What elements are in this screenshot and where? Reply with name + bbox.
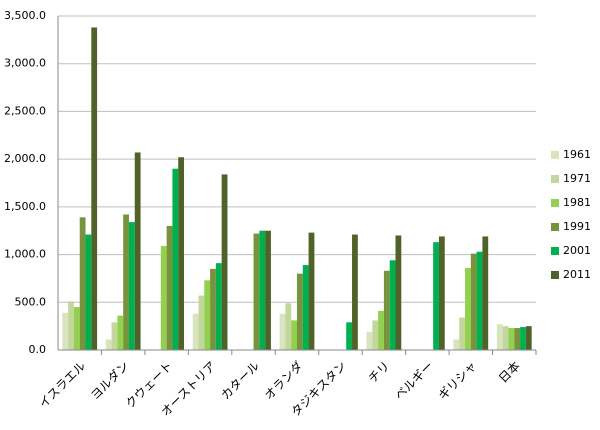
- y-tick-label: 2,500.0: [4, 104, 46, 117]
- bar: [476, 251, 483, 350]
- bar: [308, 232, 315, 350]
- y-tick-label: 3,000.0: [4, 57, 46, 70]
- bar: [346, 322, 353, 350]
- legend-swatch: [551, 223, 559, 231]
- legend-swatch: [551, 271, 559, 279]
- bar: [215, 263, 222, 350]
- bar: [172, 168, 179, 350]
- legend-label: 1961: [563, 148, 591, 161]
- bar: [85, 234, 92, 350]
- y-tick-label: 3,500.0: [4, 9, 46, 22]
- bar: [128, 222, 135, 350]
- bar: [366, 331, 373, 350]
- bar: [117, 315, 124, 350]
- bar: [520, 327, 526, 350]
- x-tick-label: チリ: [366, 359, 393, 386]
- bar: [438, 236, 445, 350]
- bar: [433, 242, 439, 350]
- bar: [352, 234, 358, 350]
- x-tick-label: カタール: [218, 359, 262, 403]
- legend-label: 1971: [563, 172, 591, 185]
- bar: [68, 301, 74, 350]
- bar: [79, 217, 86, 350]
- y-tick-label: 1,000.0: [4, 248, 46, 261]
- bar: [508, 328, 515, 350]
- bar: [372, 320, 379, 350]
- bar: [134, 152, 141, 350]
- legend-label: 2011: [563, 268, 591, 281]
- bar: [470, 253, 477, 350]
- bar: [123, 214, 129, 350]
- bar: [389, 260, 396, 350]
- x-tick-label: ギリシャ: [436, 359, 480, 403]
- bar: [496, 324, 503, 350]
- y-tick-label: 2,000.0: [4, 152, 46, 165]
- x-tick-label: イスラエル: [36, 359, 88, 411]
- bar: [285, 303, 292, 350]
- bar: [178, 157, 185, 350]
- bar: [482, 236, 489, 350]
- bar: [291, 320, 297, 350]
- bar: [204, 280, 211, 350]
- bar: [514, 328, 521, 350]
- bar: [91, 27, 98, 351]
- x-tick-label: オランダ: [261, 358, 306, 403]
- y-tick-label: 500.0: [15, 295, 47, 308]
- x-tick-label: 日本: [496, 359, 523, 386]
- bar: [383, 270, 390, 350]
- bar: [259, 230, 266, 350]
- bar: [253, 233, 260, 350]
- bar: [297, 273, 303, 350]
- bar: [221, 174, 228, 350]
- bar: [73, 307, 80, 350]
- bar: [265, 230, 271, 350]
- bar: [395, 235, 402, 350]
- bar: [465, 267, 471, 350]
- bar: [105, 339, 112, 350]
- bar: [62, 312, 69, 350]
- bar: [210, 268, 216, 350]
- legend-swatch: [551, 175, 559, 183]
- x-tick-label: ベルギー: [392, 359, 436, 403]
- legend-label: 1991: [563, 220, 591, 233]
- bar: [160, 245, 167, 350]
- legend-swatch: [551, 151, 559, 159]
- legend-label: 1981: [563, 196, 591, 209]
- legend-swatch: [551, 247, 559, 255]
- bar: [111, 322, 118, 350]
- y-tick-label: 1,500.0: [4, 200, 46, 213]
- bar: [459, 317, 466, 350]
- legend-label: 2001: [563, 244, 591, 257]
- bar: [378, 310, 384, 350]
- bar: [502, 326, 509, 350]
- bar: [302, 265, 309, 350]
- x-tick-label: ヨルダン: [87, 358, 132, 403]
- legend-swatch: [551, 199, 559, 207]
- y-tick-label: 0.0: [29, 343, 47, 356]
- bar: [192, 313, 199, 350]
- bar: [279, 313, 286, 350]
- bar: [166, 225, 173, 350]
- bar: [525, 326, 532, 350]
- bar: [453, 339, 460, 350]
- bar: [198, 295, 205, 350]
